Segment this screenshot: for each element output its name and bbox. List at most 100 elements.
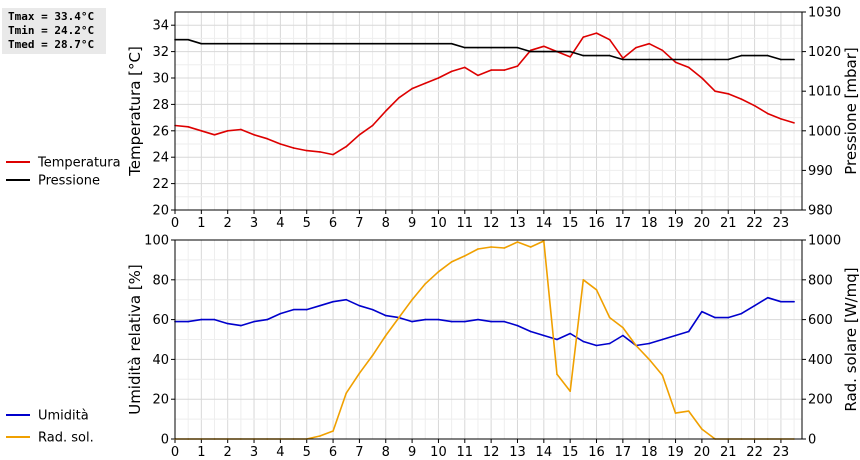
data-point [569,390,571,393]
y-tick-label-right: 600 [808,313,833,328]
data-point [687,410,690,412]
data-point [358,133,361,136]
x-tick-label: 18 [641,445,658,460]
series-line-umidit- [175,296,795,347]
data-point [477,318,479,321]
data-point [345,42,348,45]
data-point [753,104,756,107]
y-tick-label-right: 1000 [808,234,841,249]
x-tick-label: 8 [382,216,390,231]
data-point [319,304,321,307]
data-point [622,326,624,329]
data-point [727,316,730,319]
data-point [529,246,532,248]
data-point [569,332,571,335]
data-point [463,320,466,323]
data-point [543,45,545,48]
data-point [648,42,651,45]
y-axis-label-left: Temperatura [°C] [126,46,144,177]
x-tick-label: 18 [641,216,658,231]
y-tick-label-left: 26 [152,124,169,139]
data-point [635,344,637,347]
y-tick-label-left: 80 [152,273,169,288]
data-point [240,324,242,327]
data-point [200,42,203,45]
data-point [740,312,743,315]
data-point [371,354,374,357]
x-tick-label: 15 [562,445,579,460]
x-tick-label: 22 [746,216,763,231]
x-tick-label: 0 [171,445,179,460]
x-tick-label: 3 [250,445,258,460]
legend-label: Rad. sol. [38,431,94,446]
y-tick-label-left: 32 [152,45,169,60]
data-point [780,118,782,120]
data-point [543,334,545,337]
y-tick-label-right: 200 [808,393,833,408]
data-point [279,312,282,315]
y-axis-label-right: Rad. solare [W/mq] [842,267,860,411]
data-point [661,374,664,377]
x-tick-label: 1 [197,216,205,231]
data-point [450,42,453,45]
data-point [398,316,400,319]
data-point [516,46,519,49]
x-tick-label: 10 [430,445,447,460]
data-point [279,143,282,145]
data-point [187,126,189,128]
x-tick-label: 5 [303,445,311,460]
y-tick-label-right: 980 [808,204,833,219]
data-point [226,130,229,132]
x-tick-label: 10 [430,216,447,231]
y-tick-label-left: 22 [152,177,169,192]
data-point [780,300,782,303]
x-tick-label: 23 [773,216,790,231]
data-point [411,42,413,45]
data-point [516,241,519,243]
data-point [648,58,651,61]
data-point [358,42,361,45]
data-point [529,330,532,333]
y-tick-label-left: 20 [152,204,169,219]
x-tick-label: 21 [720,216,737,231]
data-point [753,304,756,307]
y-tick-label-right: 1000 [808,124,841,139]
y-tick-label-left: 20 [152,393,169,408]
stats-box: Tmax = 33.4°C Tmin = 24.2°C Tmed = 28.7°… [2,8,106,54]
data-point [305,42,308,45]
y-tick-label-left: 34 [152,19,169,34]
data-point [292,42,295,45]
data-point [437,42,440,45]
legend-label: Pressione [38,174,100,189]
data-point [674,412,677,414]
data-point [463,66,466,69]
data-point [187,320,189,323]
data-point [714,90,716,92]
data-point [740,98,743,100]
x-tick-label: 8 [382,445,390,460]
data-point [450,320,453,323]
data-point [608,316,611,319]
data-point [701,428,703,430]
data-point [753,54,756,57]
data-point [266,137,269,140]
data-point [345,392,348,395]
data-point [424,318,427,321]
data-point [582,279,585,281]
data-point [424,42,427,45]
data-point [305,308,308,311]
x-tick-label: 9 [408,445,416,460]
tmed-label: Tmed = 28.7°C [8,38,95,51]
y-tick-label-right: 400 [808,353,833,368]
data-point [226,42,229,45]
data-point [543,240,545,242]
data-point [253,42,255,45]
data-point [766,296,769,299]
plot-frame [174,11,803,211]
x-tick-label: 19 [667,216,684,231]
data-point [411,320,413,323]
series-line-pressione [175,38,795,61]
x-tick-label: 12 [483,216,500,231]
data-point [477,74,479,77]
